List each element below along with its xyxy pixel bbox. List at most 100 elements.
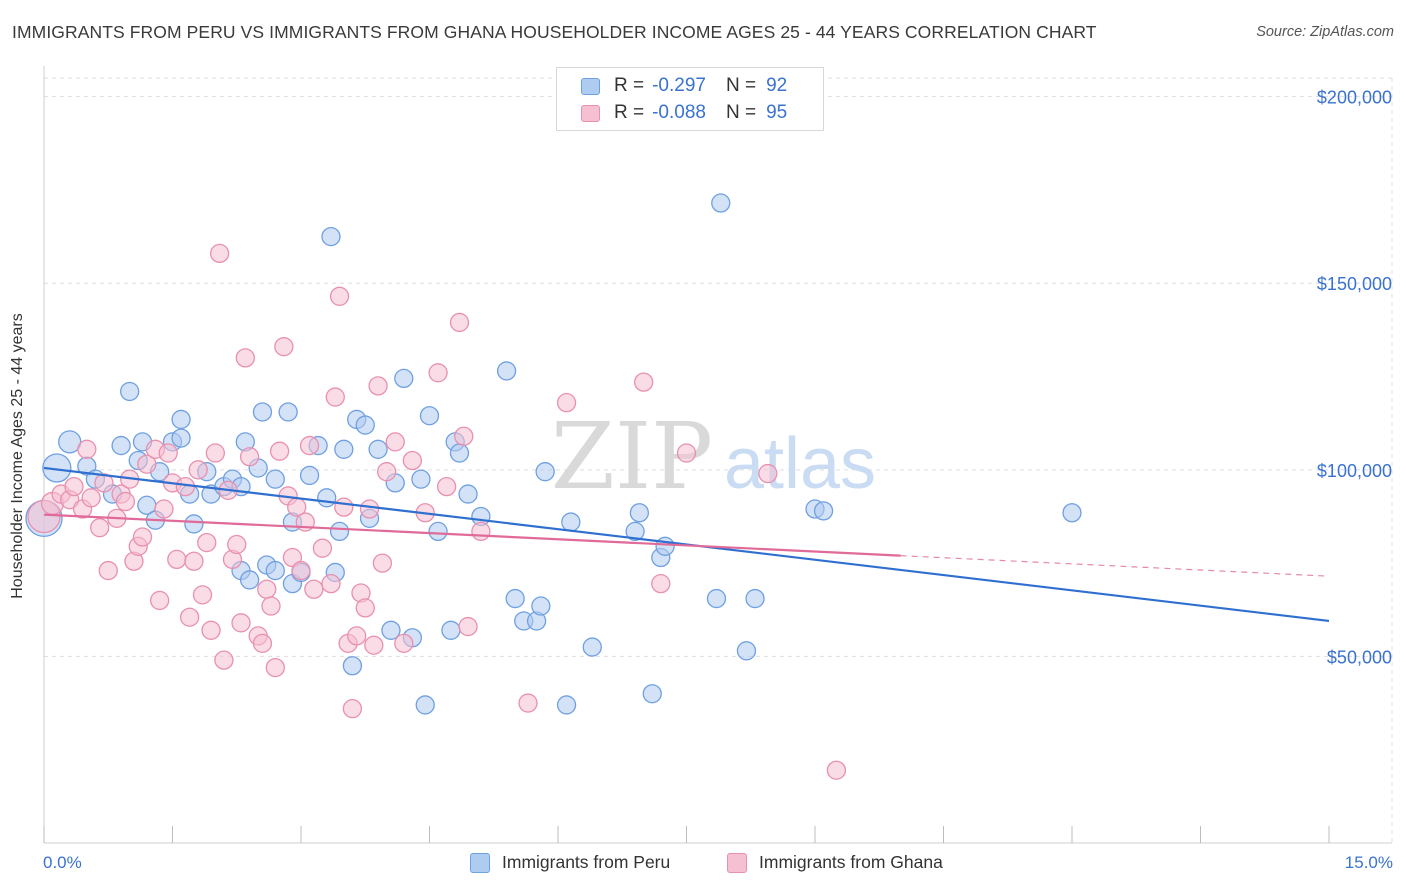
peru-point-29 [265,469,285,489]
axis-layer [43,66,1392,844]
ghana-point-78 [458,616,478,637]
series-legend: Immigrants from Peru Immigrants from Gha… [0,852,1406,876]
peru-point-30 [265,560,285,581]
peru-point-1 [42,453,72,483]
peru-point-31 [278,402,298,422]
legend-row-peru: R = -0.297 N = 92 [581,74,787,98]
legend-n-value: 95 [766,102,788,123]
y-tick-label-3: $200,000 [1317,88,1392,108]
ghana-point-8 [90,518,110,538]
ghana-point-38 [231,613,251,633]
ghana-point-40 [239,447,260,467]
peru-point-61 [505,588,525,609]
ghana-point-45 [265,657,285,678]
peru-point-58 [458,484,478,504]
peru-point-76 [736,641,757,661]
peru-point-70 [629,503,650,523]
points-layer [25,193,1082,780]
legend-row-ghana: R = -0.088 N = 95 [581,101,787,125]
ghana-point-9 [94,473,114,493]
ghana-point-46 [269,441,290,461]
ghana-point-28 [188,460,208,480]
peru-point-75 [711,193,731,213]
ghana-point-31 [201,620,221,640]
peru-point-51 [411,469,431,489]
ghana-point-34 [214,650,234,670]
source-credit: Source: ZipAtlas.com [1256,24,1394,40]
ghana-point-32 [205,443,225,463]
ghana-point-29 [192,585,213,605]
ghana-point-59 [334,497,354,517]
ghana-point-39 [235,348,255,368]
legend-r-label: R = [614,102,645,123]
peru-point-25 [239,570,260,590]
ghana-point-47 [274,337,294,357]
peru-point-49 [394,368,414,389]
peru-point-44 [355,415,375,435]
ghana-point-58 [329,286,350,306]
ghana-point-13 [115,491,136,512]
ghana-point-65 [359,499,380,519]
peru-point-73 [655,536,675,556]
ghana-point-75 [436,476,457,497]
ghana-point-4 [64,476,84,497]
ghana-point-69 [377,462,397,482]
peru-point-68 [582,637,602,657]
peru-point-39 [321,226,341,247]
legend-r-value: -0.088 [652,102,706,123]
peru-point-80 [1062,503,1082,523]
peru-point-69 [625,521,645,542]
peru-point-66 [556,695,577,715]
peru-point-2 [58,430,82,454]
ghana-point-84 [676,443,697,463]
peru-point-71 [642,684,662,704]
peru-point-17 [184,514,204,534]
y-tick-label-0: $50,000 [1327,647,1392,667]
trend-layer [43,466,1330,623]
ghana-point-26 [179,607,200,627]
series-swatch-ghana [727,852,747,873]
ghana-point-82 [634,372,654,392]
correlation-legend: R = -0.297 N = 92 R = -0.088 N = 95 [556,67,824,131]
ghana-point-17 [132,527,153,547]
ghana-point-81 [556,393,577,413]
ghana-point-51 [291,560,311,581]
ghana-point-83 [651,573,671,594]
peru-point-27 [252,402,273,422]
ghana-point-53 [299,435,320,456]
legend-swatch-ghana [581,104,600,122]
peru-point-64 [531,596,551,616]
legend-r-value: -0.297 [652,75,706,96]
peru-point-37 [317,488,337,508]
ghana-point-21 [154,499,174,519]
ghana-point-27 [184,551,204,571]
ghana-point-66 [364,635,384,655]
peru-point-57 [449,443,470,463]
peru-point-41 [334,439,354,459]
ghana-point-64 [355,598,375,618]
ghana-point-71 [394,633,414,654]
peru-point-74 [706,588,727,609]
series-legend-label: Immigrants from Ghana [759,852,943,872]
y-tick-labels: $50,000 $100,000 $150,000 $200,000 [1317,88,1392,668]
ghana-point-22 [158,443,178,463]
peru-point-14 [171,428,191,448]
peru-point-67 [561,512,581,532]
peru-point-6 [111,435,131,456]
peru-point-15 [171,409,191,430]
series-swatch-peru [470,852,490,873]
ghana-point-70 [385,432,405,452]
peru-point-42 [342,656,363,676]
ghana-point-67 [368,376,388,396]
ghana-trend-line [43,513,901,557]
series-legend-peru[interactable]: Immigrants from Peru [470,852,670,873]
ghana-point-18 [137,454,157,474]
watermark-atlas: atlas [724,424,876,504]
series-legend-ghana[interactable]: Immigrants from Ghana [727,852,943,873]
y-tick-label-1: $100,000 [1317,461,1392,481]
y-axis-label: Householder Income Ages 25 - 44 years [9,313,26,599]
ghana-point-79 [471,521,491,542]
ghana-point-86 [826,760,847,780]
ghana-point-61 [342,699,363,719]
